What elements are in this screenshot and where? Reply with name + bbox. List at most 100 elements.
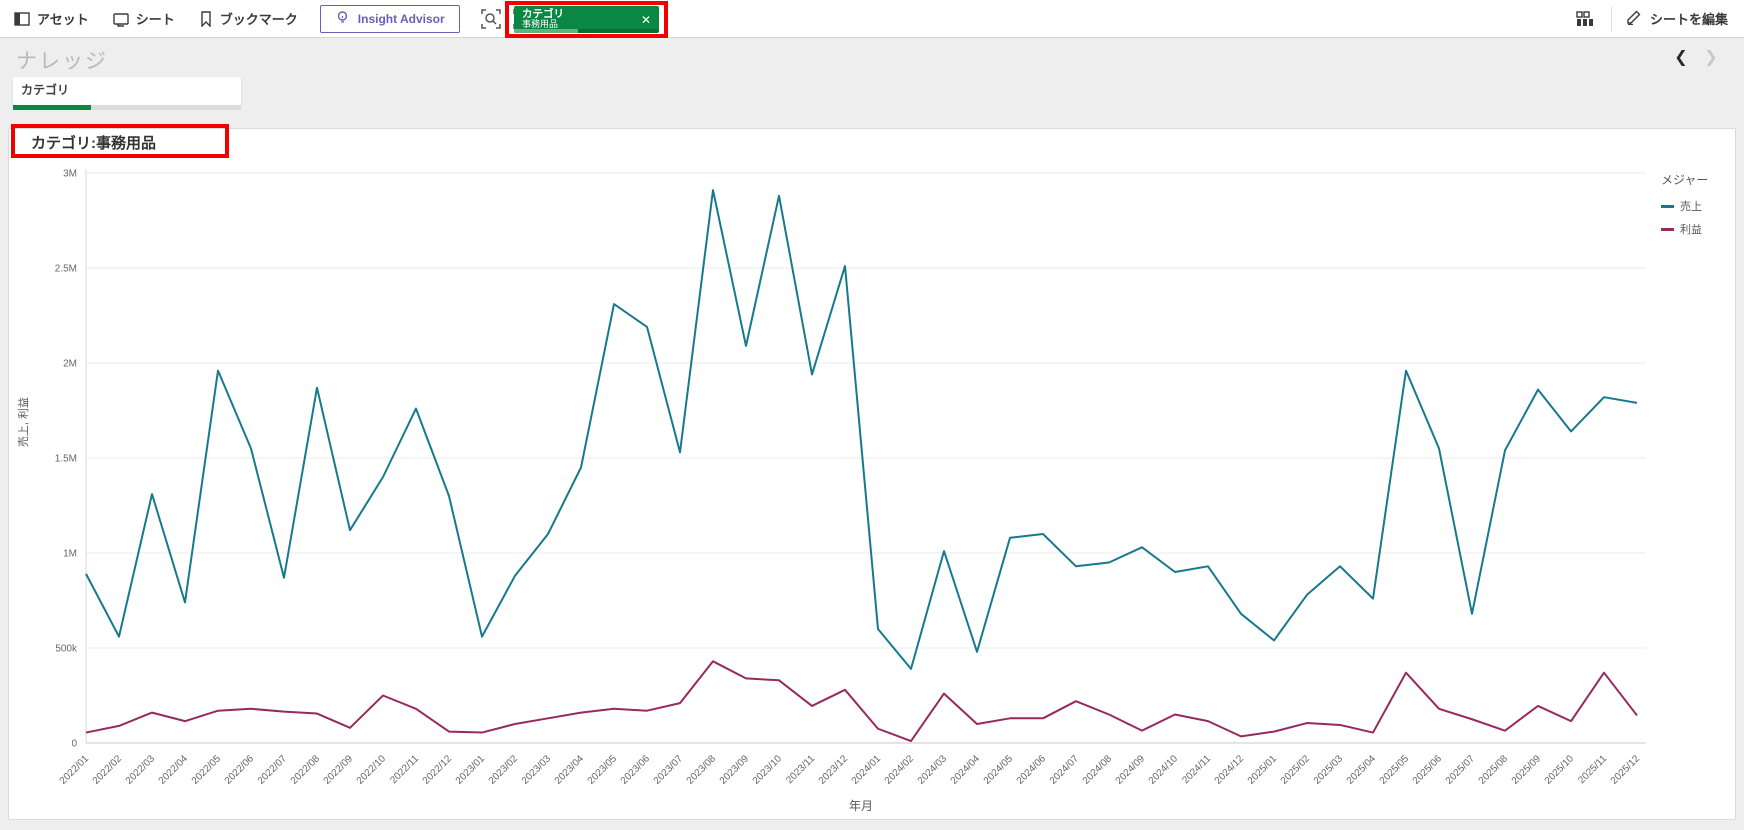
- svg-text:2022/07: 2022/07: [256, 753, 290, 787]
- svg-text:2022/10: 2022/10: [355, 753, 389, 787]
- selection-chip-field: カテゴリ: [522, 7, 564, 20]
- svg-text:0: 0: [71, 739, 77, 750]
- sheet-icon: [113, 11, 129, 27]
- selection-chip-progress-fill: [514, 29, 578, 33]
- toolbar-item-label: ブックマーク: [219, 12, 298, 27]
- svg-text:2025/11: 2025/11: [1576, 753, 1609, 786]
- svg-text:2025/04: 2025/04: [1345, 753, 1379, 787]
- toolbar-item-bookmarks[interactable]: ブックマーク: [199, 9, 298, 28]
- filter-selection-bar: [13, 105, 241, 110]
- bookmark-icon: [199, 10, 213, 27]
- svg-text:2M: 2M: [63, 359, 77, 370]
- svg-text:2025/10: 2025/10: [1543, 753, 1577, 787]
- toolbar-item-label: アセット: [37, 12, 89, 27]
- legend-swatch-profit: [1661, 227, 1674, 231]
- svg-text:2022/02: 2022/02: [91, 753, 125, 787]
- svg-text:2023/08: 2023/08: [685, 753, 719, 787]
- legend-title: メジャー: [1661, 173, 1709, 187]
- x-axis-title: 年月: [848, 799, 873, 813]
- lightbulb-icon: [335, 10, 350, 28]
- svg-text:2022/11: 2022/11: [388, 753, 421, 786]
- chart-title: カテゴリ:事務用品: [31, 135, 156, 152]
- svg-text:2024/06: 2024/06: [1015, 753, 1049, 787]
- svg-text:1.5M: 1.5M: [55, 454, 77, 465]
- legend-item-profit[interactable]: 利益: [1661, 221, 1731, 237]
- svg-text:2023/04: 2023/04: [553, 753, 587, 787]
- svg-text:2024/01: 2024/01: [850, 753, 884, 787]
- sheet-header: ナレッジ ❮ ❯: [0, 39, 1744, 75]
- y-axis-title: 売上, 利益: [18, 396, 30, 448]
- svg-text:2024/09: 2024/09: [1114, 753, 1148, 787]
- svg-text:2025/06: 2025/06: [1411, 753, 1445, 787]
- svg-text:2023/06: 2023/06: [619, 753, 653, 787]
- svg-text:2022/03: 2022/03: [124, 753, 158, 787]
- svg-text:2022/05: 2022/05: [190, 753, 224, 787]
- toolbar-divider: [1610, 6, 1612, 31]
- chevron-left-icon[interactable]: ❮: [1674, 49, 1688, 66]
- close-icon[interactable]: ✕: [640, 12, 652, 27]
- svg-text:2023/11: 2023/11: [784, 753, 817, 786]
- assets-panel-icon: [14, 11, 30, 27]
- toolbar-item-sheets[interactable]: シート: [113, 9, 175, 28]
- chart-legend: メジャー 売上 利益: [1661, 171, 1731, 244]
- filter-pane-category[interactable]: カテゴリ: [13, 77, 241, 110]
- svg-text:2024/08: 2024/08: [1081, 753, 1115, 787]
- filter-selection-bar-fill: [13, 105, 91, 110]
- legend-label: 利益: [1680, 224, 1702, 236]
- filter-label: カテゴリ: [21, 83, 70, 97]
- edit-pencil-icon: [1626, 9, 1642, 28]
- toolbar-right: シートを編集: [1574, 0, 1744, 37]
- legend-swatch-sales: [1661, 204, 1674, 208]
- sheet-title: ナレッジ: [16, 50, 108, 73]
- svg-text:1M: 1M: [63, 549, 77, 560]
- line-chart[interactable]: 0 500k 1M 1.5M 2M 2.5M 3M 2022/01 2022/02 2022/03…: [9, 129, 1737, 821]
- svg-text:2024/11: 2024/11: [1180, 753, 1213, 786]
- svg-text:2022/09: 2022/09: [322, 753, 356, 787]
- svg-text:2022/01: 2022/01: [58, 753, 92, 787]
- sheet-grid-icon[interactable]: [1574, 7, 1597, 30]
- toolbar-item-label: シート: [135, 12, 175, 27]
- svg-text:2023/02: 2023/02: [487, 753, 521, 787]
- selection-chip-text: カテゴリ 事務用品: [514, 7, 633, 30]
- svg-text:2023/01: 2023/01: [454, 753, 488, 787]
- svg-text:2025/07: 2025/07: [1444, 753, 1478, 787]
- selection-chip-value: 事務用品: [522, 19, 559, 30]
- edit-sheet-button[interactable]: シートを編集: [1626, 9, 1728, 28]
- selection-chip-category[interactable]: カテゴリ 事務用品 ✕: [514, 6, 659, 33]
- legend-label: 売上: [1680, 201, 1702, 213]
- svg-text:2022/04: 2022/04: [157, 753, 191, 787]
- chevron-right-icon[interactable]: ❯: [1704, 49, 1718, 66]
- selections-search-icon[interactable]: [480, 7, 503, 30]
- svg-text:3M: 3M: [63, 169, 77, 180]
- insight-advisor-button[interactable]: Insight Advisor: [319, 4, 460, 33]
- svg-text:2025/05: 2025/05: [1378, 753, 1412, 787]
- svg-text:2024/02: 2024/02: [883, 753, 917, 787]
- svg-text:2025/03: 2025/03: [1312, 753, 1346, 787]
- svg-text:2024/03: 2024/03: [916, 753, 950, 787]
- selection-chip-progress: [514, 29, 659, 33]
- insight-advisor-label: Insight Advisor: [357, 11, 445, 26]
- svg-text:2024/07: 2024/07: [1048, 753, 1082, 787]
- legend-item-sales[interactable]: 売上: [1661, 198, 1731, 214]
- svg-text:2025/12: 2025/12: [1609, 753, 1643, 787]
- svg-text:2023/09: 2023/09: [718, 753, 752, 787]
- svg-text:2024/10: 2024/10: [1147, 753, 1181, 787]
- svg-text:2022/08: 2022/08: [289, 753, 323, 787]
- toolbar: アセット シート ブックマーク Insight Advisor: [0, 0, 1744, 38]
- svg-text:2023/03: 2023/03: [520, 753, 554, 787]
- svg-text:2023/05: 2023/05: [586, 753, 620, 787]
- svg-text:2023/12: 2023/12: [817, 753, 851, 787]
- svg-text:2025/08: 2025/08: [1477, 753, 1511, 787]
- svg-text:2024/04: 2024/04: [949, 753, 983, 787]
- chart-panel: カテゴリ:事務用品 0 500k 1M 1.5M 2M 2.5M 3M 2022/01 2022…: [8, 124, 1737, 821]
- svg-text:2022/12: 2022/12: [421, 753, 455, 787]
- svg-text:2023/10: 2023/10: [751, 753, 785, 787]
- svg-text:2023/07: 2023/07: [652, 753, 686, 787]
- edit-sheet-label: シートを編集: [1649, 12, 1728, 27]
- toolbar-item-assets[interactable]: アセット: [14, 9, 89, 28]
- svg-text:2025/09: 2025/09: [1510, 753, 1544, 787]
- svg-text:2024/12: 2024/12: [1213, 753, 1247, 787]
- svg-text:2022/06: 2022/06: [223, 753, 257, 787]
- svg-text:2025/01: 2025/01: [1246, 753, 1280, 787]
- svg-text:2024/05: 2024/05: [982, 753, 1016, 787]
